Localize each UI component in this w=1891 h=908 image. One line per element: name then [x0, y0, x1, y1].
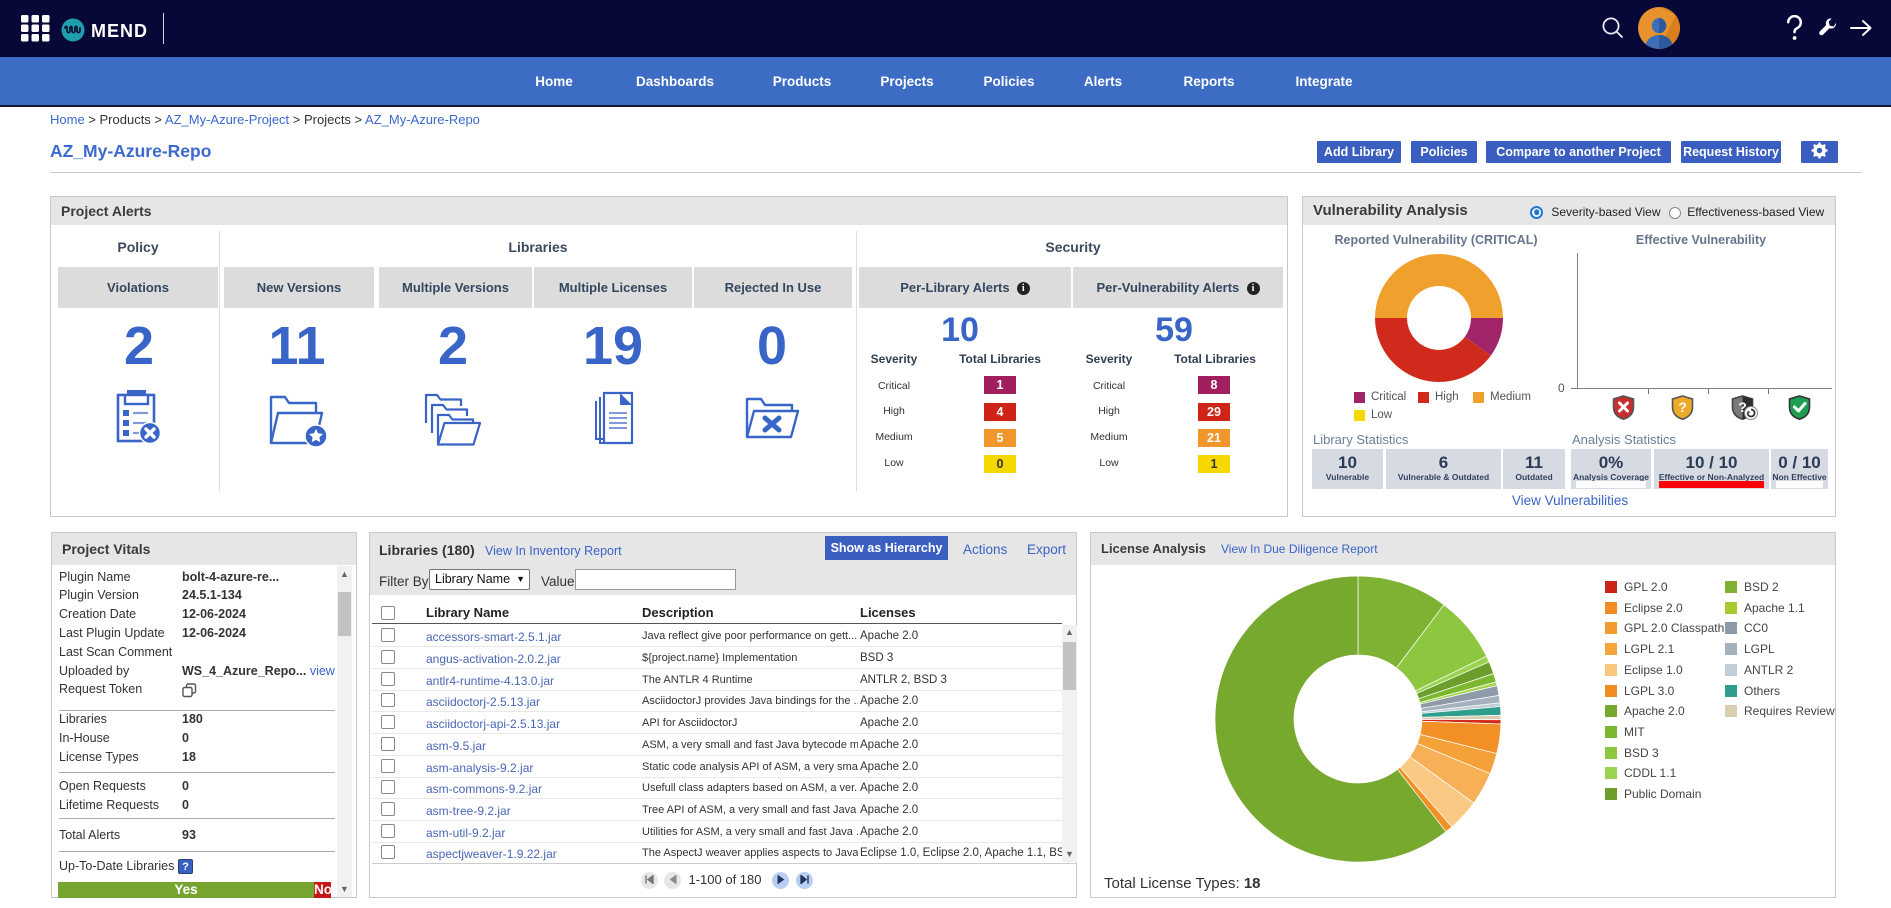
- svg-text:?: ?: [1738, 399, 1747, 415]
- svg-text:?: ?: [1678, 399, 1687, 415]
